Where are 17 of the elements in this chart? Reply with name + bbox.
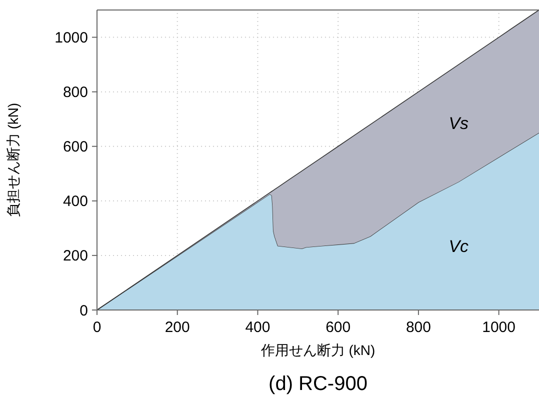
y-tick-label: 400	[62, 193, 88, 210]
y-tick-label: 0	[80, 302, 88, 320]
x-tick-label: 400	[245, 319, 270, 336]
y-tick-label: 800	[62, 84, 88, 102]
series-label: Vc	[448, 236, 470, 256]
y-tick-label: 600	[62, 138, 88, 156]
x-tick-label: 200	[164, 319, 190, 336]
x-tick-label: 1000	[482, 319, 516, 336]
x-tick-label: 800	[406, 319, 431, 336]
x-tick-label: 0	[92, 319, 102, 336]
text: (d) RC-900	[268, 373, 368, 395]
y-tick-label: 1000	[54, 30, 88, 47]
x-axis-title: 作用せん断力 (kN)	[260, 342, 376, 358]
series-label: Vs	[448, 114, 470, 134]
y-tick-label: 200	[62, 248, 88, 265]
y-axis-title: 負担せん断力 (kN)	[5, 102, 21, 218]
x-tick-label: 600	[326, 319, 351, 336]
